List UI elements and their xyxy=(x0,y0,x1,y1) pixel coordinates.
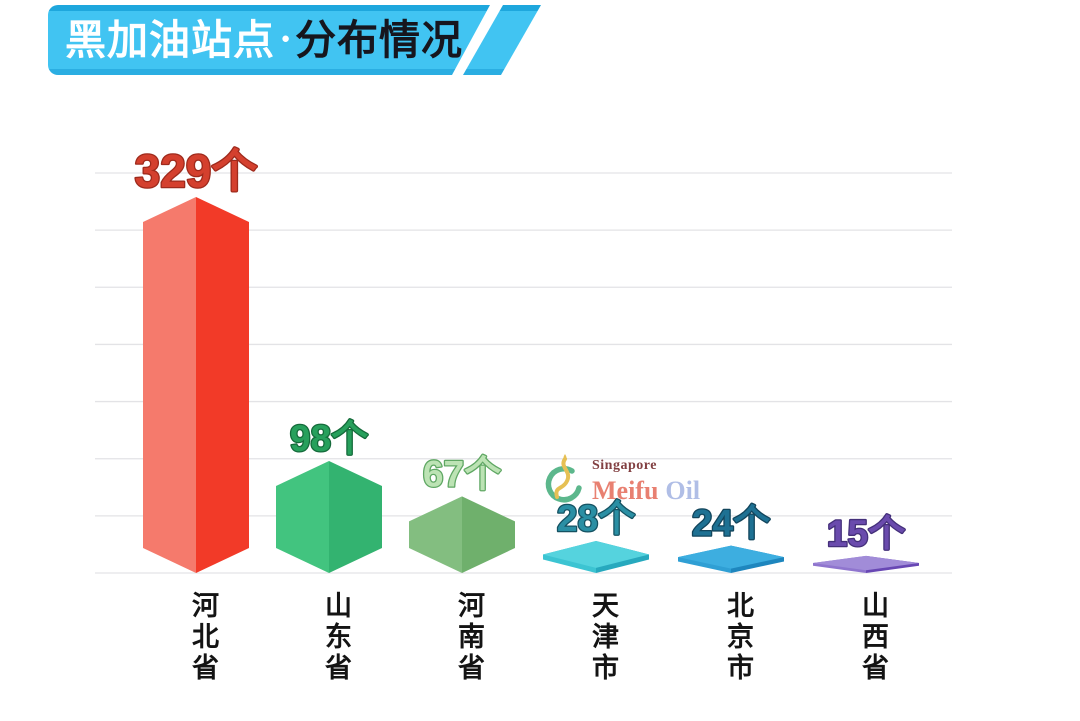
bar-left-face xyxy=(409,496,462,573)
bar-right-face xyxy=(462,496,515,573)
bar-value-label: 28个 xyxy=(557,498,635,539)
separator-dot-icon: ● xyxy=(281,29,291,47)
axis-category-label: 河北省 xyxy=(188,591,218,684)
axis-category-label: 山西省 xyxy=(858,591,888,684)
watermark-line2: Meifu Oil xyxy=(592,476,700,506)
bar-top-face xyxy=(678,545,784,569)
header-title-left: 黑加油站点 xyxy=(65,17,275,63)
watermark-brand-suffix: Oil xyxy=(665,476,701,505)
bar-right-face xyxy=(196,197,249,573)
bar-right-face xyxy=(329,461,382,573)
watermark-text: Singapore Meifu Oil xyxy=(592,453,700,506)
bar-left-face xyxy=(143,197,196,573)
bar-value-label: 15个 xyxy=(827,513,905,554)
header-title-right: 分布情况 xyxy=(295,17,464,63)
bar-left-face xyxy=(276,461,329,573)
bar-value-label: 24个 xyxy=(692,503,770,544)
axis-category-label: 河南省 xyxy=(454,591,484,684)
watermark-brand: Meifu xyxy=(592,476,659,505)
bar-top-face xyxy=(813,555,919,571)
axis-category-label: 山东省 xyxy=(321,591,351,684)
header-banner: 黑加油站点 ● 分布情况 xyxy=(48,5,490,75)
watermark-logo-icon xyxy=(545,454,582,503)
bar-value-label: 67个 xyxy=(423,453,501,494)
axis-category-label: 北京市 xyxy=(723,591,753,684)
watermark: Singapore Meifu Oil xyxy=(534,453,700,513)
bar-value-label: 98个 xyxy=(290,418,368,459)
bar-top-face xyxy=(543,541,649,568)
axis-category-label: 天津市 xyxy=(588,591,618,684)
bar-value-label: 329个 xyxy=(135,145,258,197)
watermark-line1: Singapore xyxy=(592,458,657,473)
header-title: 黑加油站点 ● 分布情况 xyxy=(48,5,490,75)
